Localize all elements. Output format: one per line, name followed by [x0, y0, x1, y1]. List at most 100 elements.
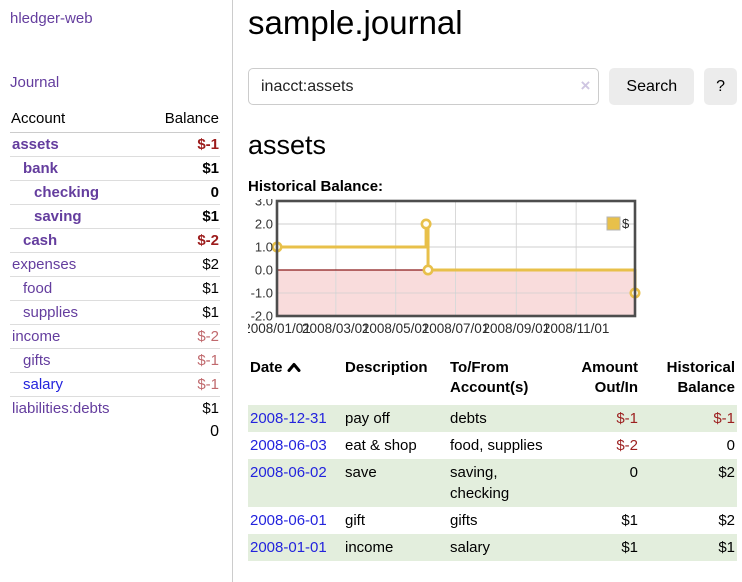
account-link[interactable]: cash — [23, 232, 58, 249]
account-row: checking 0 — [10, 180, 220, 205]
svg-text:1.0: 1.0 — [255, 240, 273, 255]
transaction-accounts: food, supplies — [450, 437, 543, 454]
svg-text:$: $ — [622, 216, 630, 231]
transaction-date-link[interactable]: 2008-06-03 — [250, 437, 327, 454]
transaction-amount: $-1 — [616, 410, 638, 427]
app-brand-link[interactable]: hledger-web — [10, 10, 93, 27]
svg-text:2008/03/01: 2008/03/01 — [302, 321, 370, 336]
chart-title: Historical Balance: — [248, 178, 384, 195]
register-row: 2008-06-02 save saving, checking 0 $2 — [248, 459, 737, 507]
account-row: food $1 — [10, 276, 220, 301]
transaction-amount: 0 — [629, 464, 638, 481]
account-link[interactable]: food — [23, 280, 53, 297]
transaction-date-link[interactable]: 2008-06-01 — [250, 512, 327, 529]
account-balance: $1 — [144, 300, 220, 325]
accounts-total-row: 0 — [10, 420, 220, 444]
account-row: gifts $-1 — [10, 348, 220, 373]
transaction-accounts: debts — [450, 410, 487, 427]
account-link[interactable]: income — [12, 328, 61, 345]
account-balance: $-1 — [144, 348, 220, 373]
historical-balance-chart: $3.0 2.0 1.0 0.0 -1.0 -2.0 2008/01/01 2008/03/0… — [243, 194, 737, 345]
transaction-date-link[interactable]: 2008-06-02 — [250, 464, 327, 481]
accounts-header-balance: Balance — [144, 107, 220, 133]
register-table: Date Description To/From Account(s) Amou… — [248, 356, 737, 561]
account-link[interactable]: liabilities:debts — [12, 400, 110, 417]
transaction-balance: $2 — [718, 512, 735, 529]
register-row: 2008-12-31 pay off debts $-1 $-1 — [248, 405, 737, 432]
transaction-balance: 0 — [726, 437, 735, 454]
account-row: assets $-1 — [10, 133, 220, 157]
account-link[interactable]: gifts — [23, 352, 51, 369]
svg-text:3.0: 3.0 — [255, 199, 273, 209]
account-balance: $-1 — [144, 372, 220, 397]
transaction-description: save — [345, 464, 377, 481]
transaction-date-link[interactable]: 2008-12-31 — [250, 410, 327, 427]
account-row: income $-2 — [10, 324, 220, 349]
account-row: cash $-2 — [10, 228, 220, 253]
accounts-header-account: Account — [10, 107, 145, 133]
register-header-balance: Historical Balance — [666, 359, 735, 396]
account-row: expenses $2 — [10, 252, 220, 277]
search-input[interactable] — [248, 68, 600, 105]
account-balance: $1 — [144, 156, 220, 181]
svg-text:-2.0: -2.0 — [251, 309, 273, 324]
register-row: 2008-01-01 income salary $1 $1 — [248, 534, 737, 561]
account-link[interactable]: assets — [12, 136, 59, 153]
svg-text:2008/05/01: 2008/05/01 — [362, 321, 430, 336]
account-link[interactable]: checking — [34, 184, 100, 201]
search-button[interactable]: Search — [609, 68, 695, 105]
transaction-accounts: salary — [450, 539, 491, 556]
register-header-description: Description — [345, 359, 428, 376]
account-link[interactable]: supplies — [23, 304, 79, 321]
account-row: salary $-1 — [10, 372, 220, 397]
account-heading: assets — [248, 130, 327, 160]
register-header-date[interactable]: Date — [248, 356, 345, 405]
transaction-date-link[interactable]: 2008-01-01 — [250, 539, 327, 556]
accounts-total-balance: 0 — [210, 423, 219, 440]
transaction-accounts: gifts — [450, 512, 478, 529]
main-content: sample.journal × Search ? assets Histori… — [243, 0, 742, 582]
transaction-description: pay off — [345, 410, 390, 427]
svg-text:2.0: 2.0 — [255, 217, 273, 232]
transaction-amount: $-2 — [616, 437, 638, 454]
svg-text:0.0: 0.0 — [255, 263, 273, 278]
page-title: sample.journal — [248, 4, 463, 41]
transaction-balance: $2 — [718, 464, 735, 481]
register-row: 2008-06-03 eat & shop food, supplies $-2 0 — [248, 432, 737, 459]
svg-text:-1.0: -1.0 — [251, 286, 273, 301]
register-row: 2008-06-01 gift gifts $1 $2 — [248, 507, 737, 534]
sidebar-item-journal[interactable]: Journal — [10, 74, 60, 91]
chevron-up-icon — [287, 358, 301, 378]
account-balance: $2 — [144, 252, 220, 277]
register-header-tofrom: To/From Account(s) — [450, 359, 529, 396]
account-balance: $1 — [144, 396, 220, 420]
register-header-amount: Amount Out/In — [581, 359, 638, 396]
account-link[interactable]: salary — [23, 376, 64, 393]
transaction-accounts: saving, checking — [450, 464, 510, 502]
account-link[interactable]: saving — [34, 208, 82, 225]
account-balance: $1 — [144, 204, 220, 229]
svg-text:2008/09/01: 2008/09/01 — [483, 321, 551, 336]
account-balance: 0 — [144, 180, 220, 205]
account-row: liabilities:debts $1 — [10, 396, 220, 420]
chart-canvas: $3.0 2.0 1.0 0.0 -1.0 -2.02008/01/012008/03/0… — [243, 194, 641, 336]
account-row: saving $1 — [10, 204, 220, 229]
account-balance: $-2 — [144, 228, 220, 253]
account-link[interactable]: bank — [23, 160, 59, 177]
svg-text:2008/07/01: 2008/07/01 — [422, 321, 490, 336]
transaction-amount: $1 — [621, 539, 638, 556]
svg-text:2008/01/01: 2008/01/01 — [248, 321, 311, 336]
svg-text:2008/11/01: 2008/11/01 — [543, 321, 610, 336]
account-row: bank $1 — [10, 156, 220, 181]
account-balance: $-2 — [144, 324, 220, 349]
help-button[interactable]: ? — [704, 68, 737, 105]
transaction-balance: $1 — [718, 539, 735, 556]
transaction-amount: $1 — [621, 512, 638, 529]
account-link[interactable]: expenses — [12, 256, 77, 273]
sidebar: hledger-web Journal Account Balance asse… — [0, 0, 233, 582]
account-row: supplies $1 — [10, 300, 220, 325]
accounts-table: Account Balance assets $-1 bank $1 checking 0… — [10, 107, 220, 444]
account-balance: $-1 — [197, 136, 219, 153]
clear-search-icon[interactable]: × — [580, 76, 591, 95]
transaction-description: income — [345, 539, 394, 556]
